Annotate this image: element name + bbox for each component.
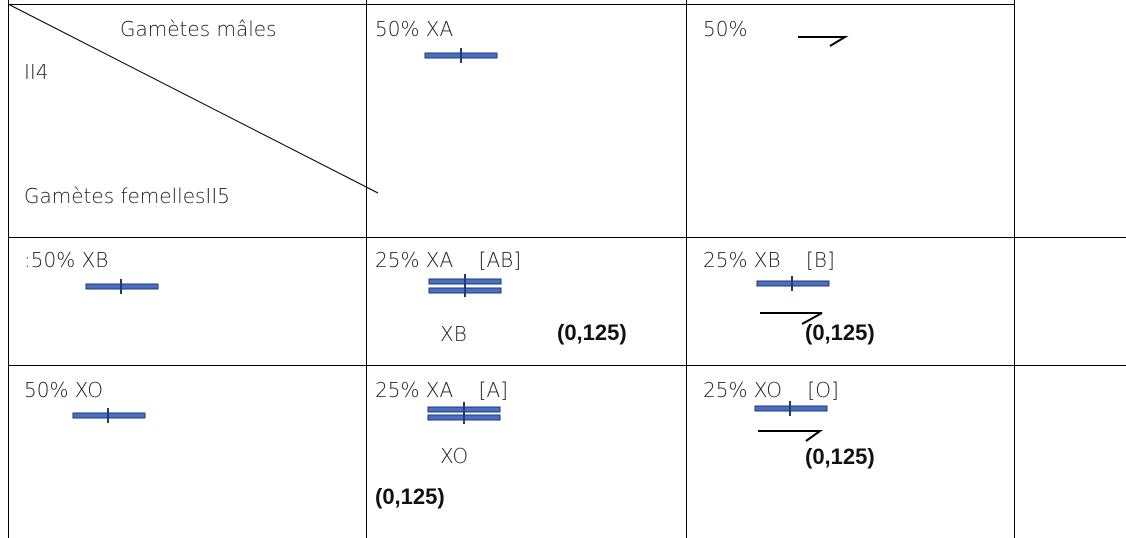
cell-r1c2-gamete: 25% XB [B]: [703, 248, 835, 272]
grid-line-left: [8, 0, 9, 538]
female-gamete-row2: 50% XO: [24, 378, 103, 402]
grid-line-row2: [8, 365, 1126, 366]
cell-r1c1-frequency: (0,125): [557, 320, 627, 345]
cell-r1c1-gamete: 25% XA [AB]: [375, 248, 522, 272]
female-gametes-label: Gamètes femellesII5: [24, 184, 230, 208]
grid-line-col3: [1014, 0, 1015, 538]
cell-r1c2-frequency: (0,125): [805, 320, 875, 345]
male-gamete-col2: 50%: [703, 17, 748, 41]
cell-r1c1-second: XB: [440, 322, 467, 346]
cell-r2c2-gamete: 25% XO [O]: [703, 378, 839, 402]
male-gamete-col1: 50% XA: [375, 17, 454, 41]
cell-r2c2-frequency: (0,125): [805, 444, 875, 469]
cell-r2c1-frequency: (0,125): [375, 484, 445, 509]
cell-r2c1-second: XO: [440, 444, 469, 468]
male-gametes-label: Gamètes mâles: [120, 17, 277, 41]
grid-line-top: [8, 4, 1014, 5]
cell-r2c1-gamete: 25% XA [A]: [375, 378, 508, 402]
female-gamete-row1: :50% XB: [24, 248, 109, 272]
grid-line-row1: [8, 237, 1126, 238]
grid-line-col1: [366, 0, 367, 538]
male-parent-label: II4: [24, 60, 49, 84]
grid-line-col2: [686, 0, 687, 538]
